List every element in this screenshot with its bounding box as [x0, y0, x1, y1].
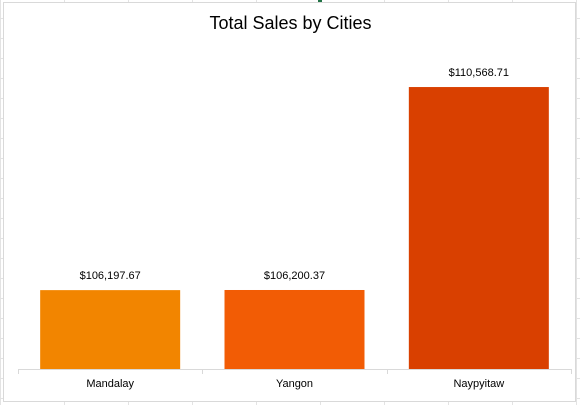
category-label-naypyitaw: Naypyitaw [453, 378, 504, 390]
data-label-naypyitaw: $110,568.71 [449, 67, 509, 79]
chart-title: Total Sales by Cities [209, 13, 372, 33]
bar-yangon[interactable] [224, 289, 365, 369]
data-label-mandalay: $106,197.67 [80, 270, 141, 282]
data-label-yangon: $106,200.37 [264, 270, 325, 282]
selection-marker [318, 0, 322, 2]
bar-mandalay[interactable] [40, 290, 181, 369]
category-label-yangon: Yangon [276, 378, 313, 390]
bar-naypyitaw[interactable] [408, 87, 549, 370]
category-label-mandalay: Mandalay [86, 378, 134, 390]
chart-plot: $106,197.67 Mandalay $106,200.37 Yangon $110… [18, 67, 572, 390]
chart-area[interactable]: Total Sales by Cities $106,197.67 Mandala… [3, 2, 576, 402]
